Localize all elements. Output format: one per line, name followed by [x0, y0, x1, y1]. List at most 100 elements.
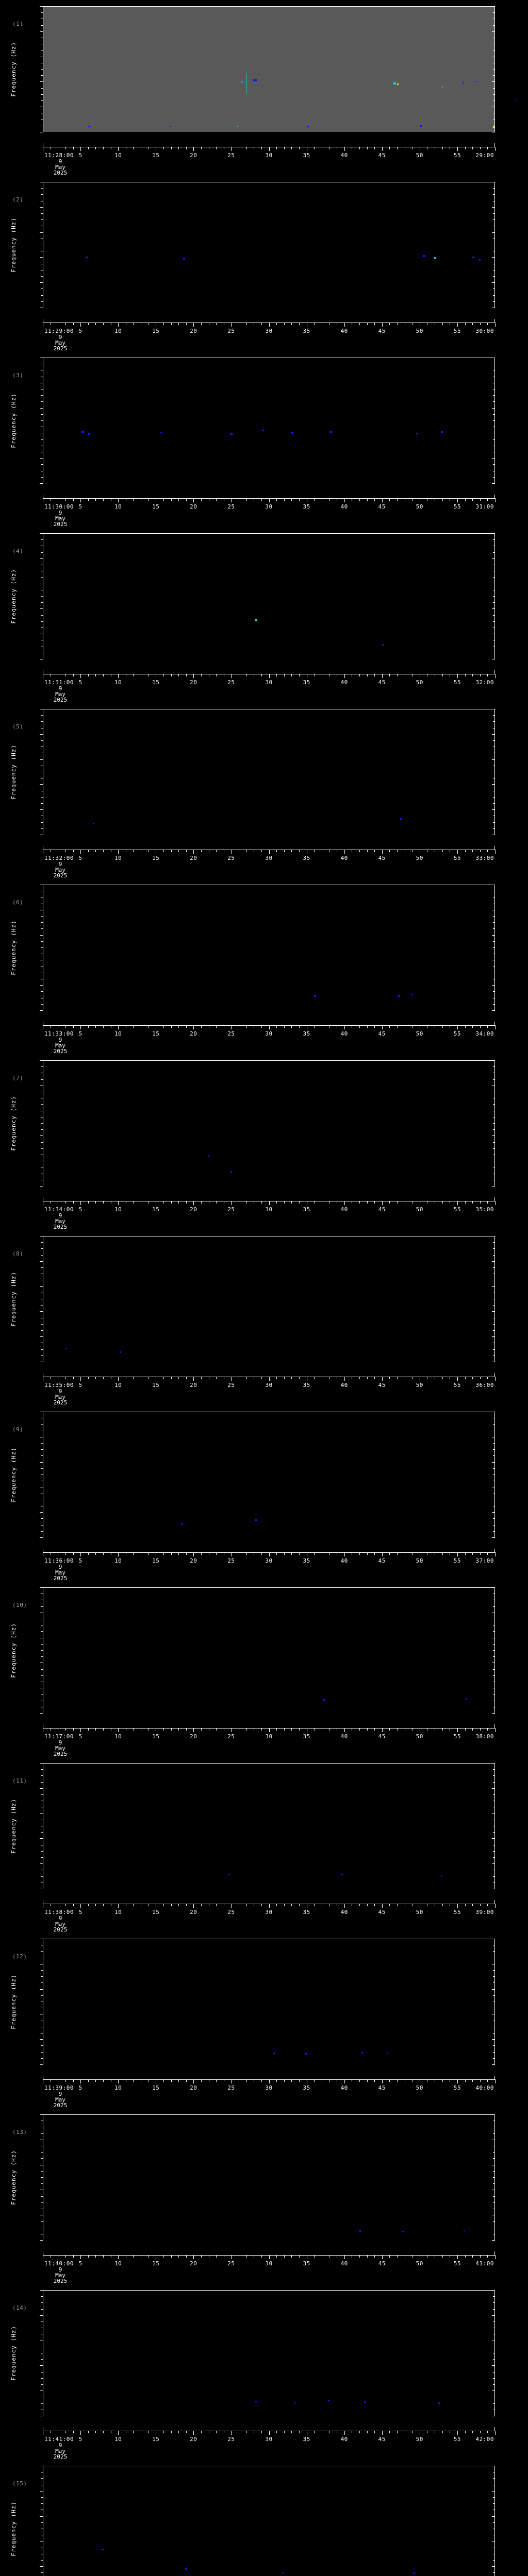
x-axis-end-right: [494, 2251, 495, 2256]
x-axis-tick-label: 35: [303, 1909, 310, 1916]
x-tick-minor: [88, 850, 89, 852]
y-tick: [493, 740, 495, 741]
x-tick-minor: [163, 498, 164, 501]
y-tick: [40, 1989, 43, 1990]
x-tick-minor: [389, 2255, 390, 2258]
x-axis-tick-label: 55: [453, 1206, 461, 1213]
y-tick: [41, 577, 43, 578]
y-axis-title-text: Frequency (Hz): [10, 1798, 17, 1854]
x-axis-tick-label: 20: [190, 1733, 197, 1740]
x-axis-date: 9 May 2025: [54, 686, 68, 703]
x-axis-date: 9 May 2025: [54, 334, 68, 351]
y-tick: [41, 420, 43, 421]
x-tick: [269, 850, 270, 854]
x-tick-minor: [374, 674, 375, 676]
x-axis-tick-label: 50: [416, 1733, 423, 1740]
y-tick: [493, 1248, 495, 1249]
detection-mark: [364, 2401, 366, 2403]
y-tick: [41, 1004, 43, 1005]
date-day: 9: [58, 1915, 62, 1922]
y-tick: [493, 1951, 495, 1952]
y-tick: [41, 401, 43, 402]
date-year: 2025: [53, 872, 68, 879]
x-tick-minor: [314, 674, 315, 676]
x-axis-end-right: [494, 1022, 495, 1026]
x-axis-end-right: [494, 1197, 495, 1201]
x-tick: [193, 850, 194, 854]
x-tick-minor: [480, 1025, 481, 1028]
x-tick-minor: [171, 1728, 172, 1731]
x-tick: [344, 850, 345, 854]
x-tick: [118, 1904, 119, 1908]
x-tick-minor: [95, 2079, 96, 2082]
x-tick-minor: [103, 1552, 104, 1555]
y-tick: [40, 207, 43, 208]
x-tick-minor: [472, 323, 473, 325]
detection-mark: [305, 2053, 307, 2055]
date-year: 2025: [53, 521, 68, 528]
x-axis-tick-label: 35: [303, 328, 310, 334]
x-tick-minor: [186, 147, 187, 149]
x-tick-minor: [389, 850, 390, 852]
y-tick: [41, 1349, 43, 1350]
y-tick: [493, 2202, 495, 2203]
y-tick: [492, 257, 495, 258]
x-tick-minor: [367, 1025, 368, 1028]
x-axis-start-label: 11:31:00: [44, 679, 74, 686]
y-tick: [41, 1104, 43, 1105]
detection-mark: [81, 430, 84, 433]
x-tick-minor: [246, 1904, 247, 1906]
x-tick-minor: [291, 2431, 292, 2433]
y-tick: [40, 1512, 43, 1513]
x-tick-minor: [397, 2431, 398, 2433]
x-tick-minor: [261, 1904, 262, 1906]
panel-plot-area: [43, 2466, 495, 2576]
x-axis-tick-label: 40: [340, 2436, 348, 2443]
x-axis-tick-label: 50: [416, 1206, 423, 1213]
x-tick: [269, 674, 270, 678]
x-axis-tick-label: 30: [265, 2260, 273, 2267]
x-tick-minor: [103, 1904, 104, 1906]
x-tick-minor: [472, 1201, 473, 1204]
y-tick: [40, 2039, 43, 2040]
y-tick: [493, 1255, 495, 1256]
x-tick-minor: [299, 1025, 300, 1028]
y-tick: [41, 1324, 43, 1325]
x-axis-tick-label: 20: [190, 1206, 197, 1213]
x-tick-minor: [133, 323, 134, 325]
y-axis-title-text: Frequency (Hz): [10, 2149, 17, 2205]
x-tick-minor: [133, 1377, 134, 1379]
x-axis-tick-label: 30: [265, 1557, 273, 1564]
x-tick-minor: [103, 2255, 104, 2258]
x-axis-end-label: 37:00: [475, 1557, 494, 1564]
x-axis-date: 9 May 2025: [54, 2267, 68, 2284]
x-tick-minor: [178, 1377, 179, 1379]
y-tick: [41, 2522, 43, 2523]
x-tick-minor: [487, 498, 488, 501]
x-tick-minor: [291, 850, 292, 852]
x-tick-minor: [276, 1728, 277, 1731]
x-tick-minor: [95, 2431, 96, 2433]
x-tick-minor: [261, 1728, 262, 1731]
detection-mark: [420, 125, 422, 128]
x-tick: [457, 323, 458, 327]
y-tick: [493, 69, 495, 70]
x-tick-minor: [103, 2079, 104, 2082]
y-tick: [492, 1788, 495, 1789]
y-tick: [493, 1656, 495, 1657]
x-tick-minor: [246, 1728, 247, 1731]
x-tick-minor: [291, 2079, 292, 2082]
x-tick: [80, 498, 81, 502]
y-axis-right: [492, 358, 495, 484]
y-tick: [493, 803, 495, 804]
x-axis-tick-label: 20: [190, 328, 197, 334]
panel-number: (14): [12, 2304, 27, 2311]
x-tick-minor: [465, 1728, 466, 1731]
x-axis-tick-label: 55: [453, 1557, 461, 1564]
date-month: May: [55, 1921, 65, 1927]
x-tick-minor: [163, 2255, 164, 2258]
y-tick: [493, 2152, 495, 2153]
x-tick-minor: [246, 323, 247, 325]
x-axis-date: 9 May 2025: [54, 1564, 68, 1581]
date-year: 2025: [53, 2278, 68, 2284]
